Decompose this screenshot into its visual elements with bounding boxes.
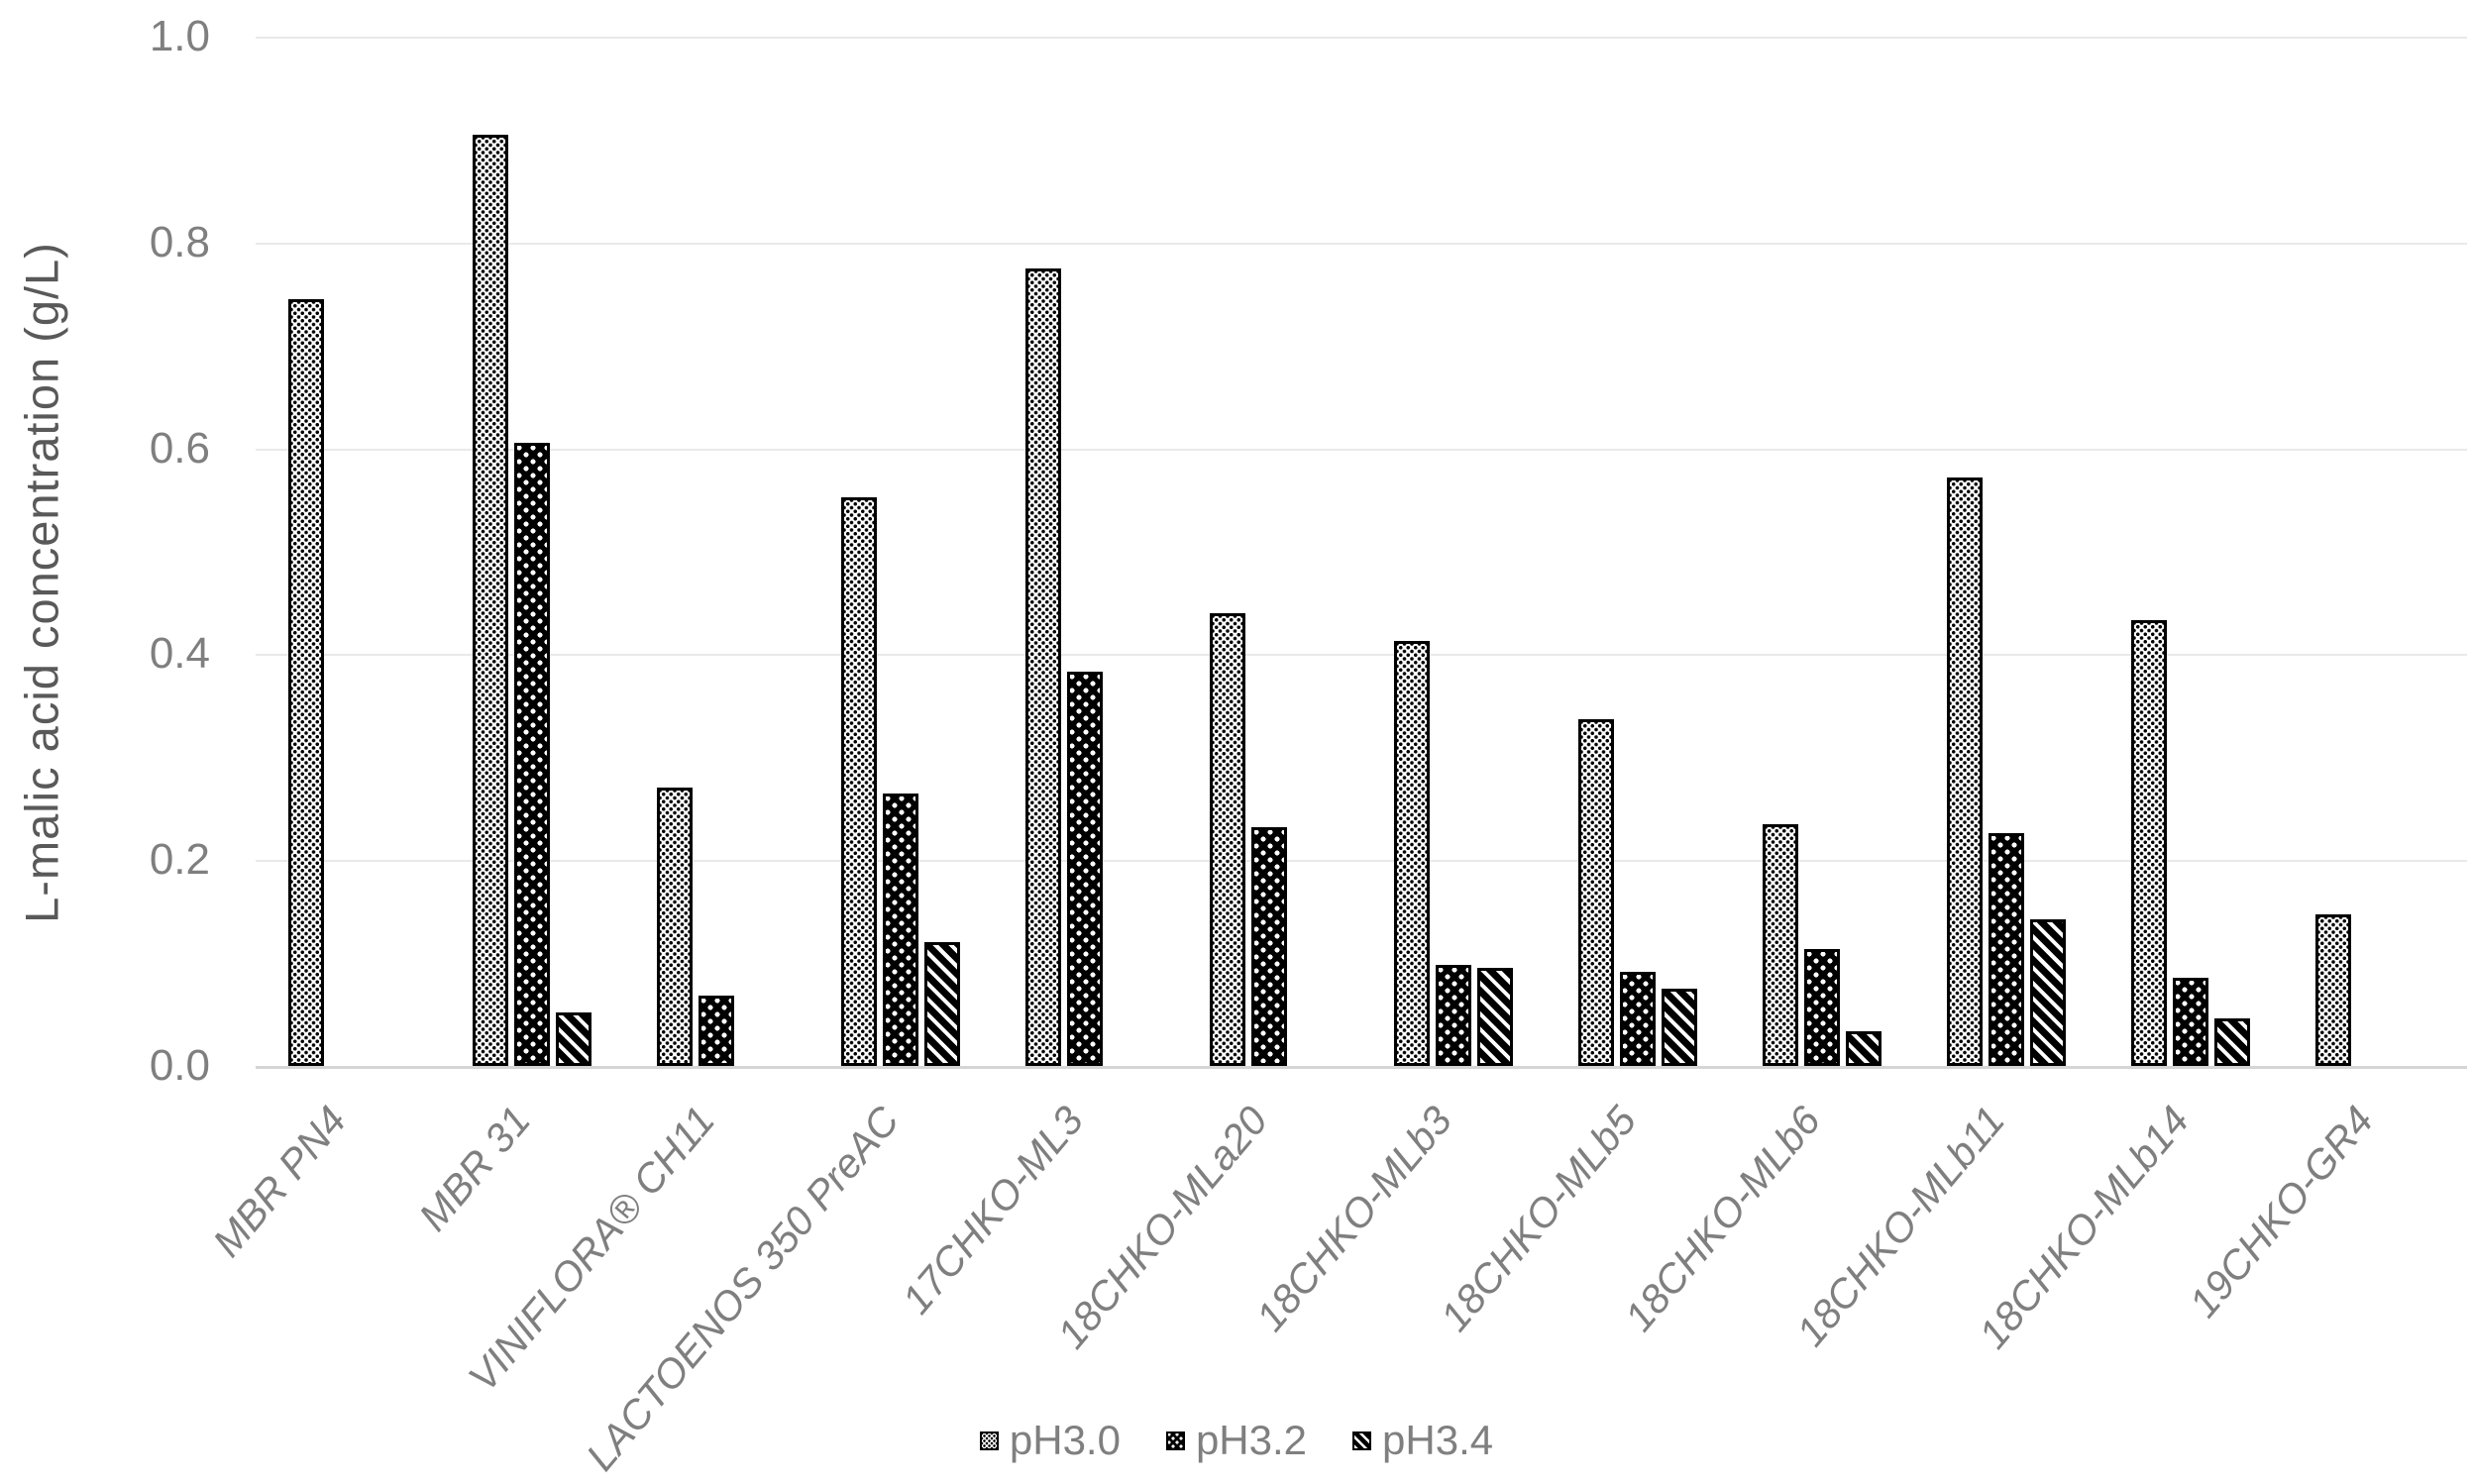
legend: pH3.0 pH3.2 pH3.4 <box>0 1417 2473 1464</box>
bar-pH3.0-MBR PN4 <box>288 298 324 1066</box>
bar-pH3.2-18CHKO-MLb11 <box>1989 833 2024 1066</box>
bar-pH3.4-18CHKO-MLb5 <box>1662 989 1697 1066</box>
legend-swatch-white-dots-on-black <box>1165 1431 1185 1450</box>
gridline <box>256 448 2467 451</box>
legend-item-pH3.2: pH3.2 <box>1165 1417 1308 1464</box>
bar-pH3.0-MBR 31 <box>473 134 508 1066</box>
y-tick-label: 1.0 <box>149 12 210 60</box>
bar-pH3.0-18CHKO-MLb3 <box>1394 640 1430 1066</box>
y-tick-label: 0.2 <box>149 835 210 885</box>
bar-pH3.4-MBR 31 <box>556 1011 591 1066</box>
bar-pH3.0-VINIFLORA® CH11 <box>657 788 693 1066</box>
legend-item-pH3.4: pH3.4 <box>1352 1417 1493 1464</box>
bar-pH3.2-MBR 31 <box>514 443 550 1066</box>
y-tick-label: 0.4 <box>149 629 210 679</box>
y-tick-label: 0.6 <box>149 423 210 473</box>
gridline <box>256 654 2467 657</box>
bar-pH3.2-18CHKO-MLb14 <box>2173 977 2208 1066</box>
bar-pH3.2-17CHKO-ML3 <box>1067 672 1103 1066</box>
bar-pH3.0-17CHKO-ML3 <box>1025 267 1061 1066</box>
bar-pH3.4-LACTOENOS 350 PreAC <box>924 942 960 1066</box>
bar-pH3.2-18CHKO-MLb3 <box>1436 965 1471 1066</box>
bar-pH3.0-LACTOENOS 350 PreAC <box>841 497 877 1066</box>
bar-pH3.4-18CHKO-MLb14 <box>2214 1018 2250 1066</box>
bar-pH3.0-18CHKO-MLa20 <box>1210 612 1245 1066</box>
bar-pH3.2-VINIFLORA® CH11 <box>699 996 734 1066</box>
y-tick-label: 0.8 <box>149 217 210 266</box>
gridline <box>256 37 2467 39</box>
x-axis-label: MBR PN4 <box>203 1098 356 1266</box>
gridline <box>256 860 2467 863</box>
x-axis-label-anchor: 19CHKO-GR4 <box>2181 1098 2473 1325</box>
bar-pH3.4-18CHKO-MLb6 <box>1846 1030 1882 1066</box>
bar-pH3.0-18CHKO-MLb5 <box>1578 718 1614 1066</box>
legend-swatch-black-dots-on-white <box>979 1431 999 1450</box>
bar-pH3.4-18CHKO-MLb11 <box>2030 919 2066 1066</box>
bar-pH3.0-18CHKO-MLb14 <box>2131 620 2167 1066</box>
gridline <box>256 242 2467 245</box>
y-axis-title: L-malic acid concentration (g/L) <box>15 242 68 923</box>
legend-swatch-white-diagonal-stripes-on-black <box>1352 1431 1372 1450</box>
legend-label: pH3.0 <box>1009 1417 1121 1463</box>
legend-item-pH3.0: pH3.0 <box>979 1417 1121 1464</box>
bar-pH3.0-18CHKO-MLb11 <box>1947 477 1983 1066</box>
bar-pH3.2-18CHKO-MLb6 <box>1804 948 1840 1066</box>
bar-pH3.2-18CHKO-MLb5 <box>1620 972 1656 1066</box>
x-axis-label-anchor: MBR 31 <box>410 1098 651 1239</box>
y-tick-label: 0.0 <box>149 1041 210 1090</box>
bar-pH3.4-18CHKO-MLb3 <box>1477 968 1513 1066</box>
bar-pH3.0-18CHKO-MLb6 <box>1763 823 1798 1066</box>
x-axis-line <box>256 1066 2467 1069</box>
bar-pH3.2-18CHKO-MLa20 <box>1251 826 1287 1066</box>
bar-pH3.2-LACTOENOS 350 PreAC <box>883 793 918 1066</box>
legend-label: pH3.2 <box>1195 1417 1308 1463</box>
bar-pH3.0-19CHKO-GR4 <box>2315 914 2351 1066</box>
legend-label: pH3.4 <box>1382 1417 1494 1463</box>
